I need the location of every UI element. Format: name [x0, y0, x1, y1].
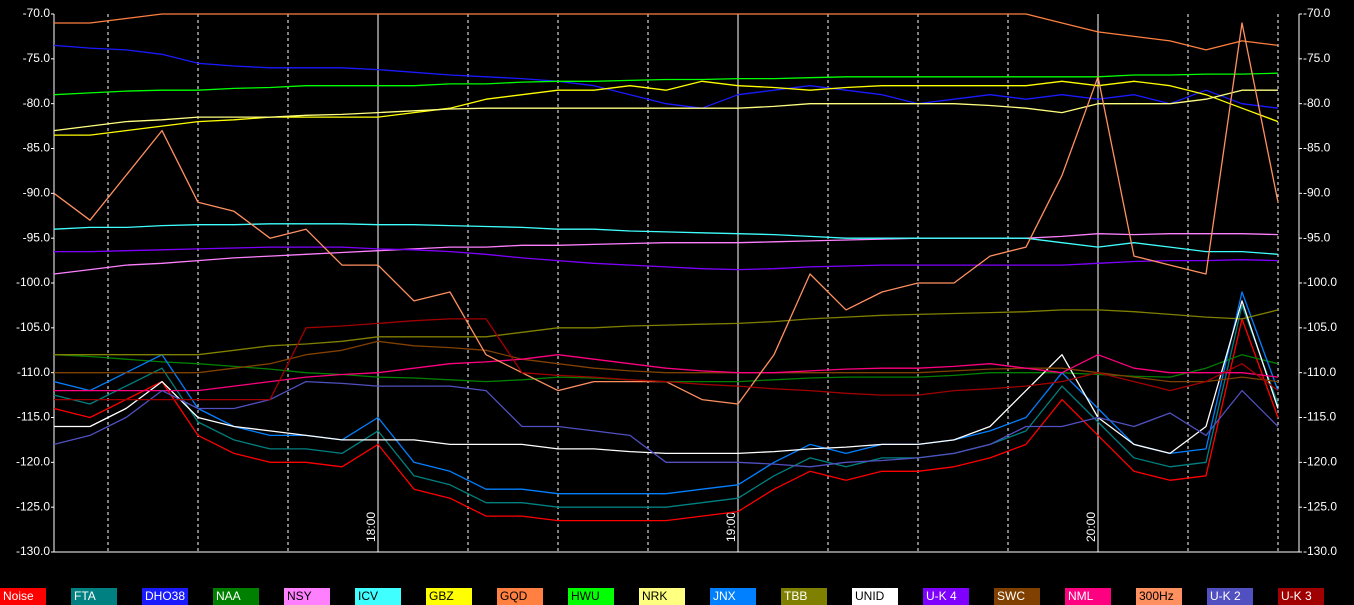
legend-label: 300Hz — [1139, 589, 1174, 603]
x-tick-label: 18:00 — [364, 512, 378, 542]
y-tick-label: -70.0 — [23, 6, 51, 20]
y-tick-label: -125.0 — [1303, 499, 1337, 513]
y-tick-label: -85.0 — [23, 141, 51, 155]
y-tick-label: -80.0 — [1303, 96, 1331, 110]
legend-label: UNID — [855, 589, 885, 603]
series-line — [54, 246, 1279, 271]
y-tick-label: -90.0 — [23, 186, 51, 200]
series-line — [53, 233, 1279, 275]
legend-swatch — [781, 588, 827, 605]
legend-label: NAA — [216, 589, 241, 603]
legend-swatch — [426, 588, 472, 605]
legend-label: NSY — [287, 589, 312, 603]
series-line — [53, 44, 1279, 109]
legend-label: JNX — [713, 589, 736, 603]
legend-label: FTA — [74, 589, 96, 603]
legend-label: NML — [1068, 589, 1094, 603]
y-tick-label: -120.0 — [1303, 455, 1337, 469]
legend-swatch — [994, 588, 1040, 605]
series-line — [54, 13, 1279, 51]
legend-swatch — [923, 588, 969, 605]
x-tick-label: 19:00 — [724, 512, 738, 542]
y-tick-label: -85.0 — [1303, 141, 1331, 155]
legend-swatch — [284, 588, 330, 605]
legend-label: U-K 4 — [926, 589, 957, 603]
series-line — [54, 300, 1279, 455]
legend-swatch — [710, 588, 756, 605]
y-tick-label: -90.0 — [1303, 186, 1331, 200]
y-tick-label: -80.0 — [23, 96, 51, 110]
legend-swatch — [1136, 588, 1182, 605]
legend-label: ICV — [358, 589, 378, 603]
legend-swatch — [355, 588, 401, 605]
y-tick-label: -130.0 — [1303, 544, 1337, 558]
y-tick-label: -120.0 — [16, 455, 50, 469]
y-tick-label: -75.0 — [23, 51, 51, 65]
series-line — [54, 318, 1279, 401]
y-tick-label: -75.0 — [1303, 51, 1331, 65]
y-tick-label: -115.0 — [17, 410, 50, 424]
y-tick-label: -100.0 — [1303, 275, 1337, 289]
series-line — [53, 304, 1279, 508]
legend-label: U-K 2 — [1210, 589, 1241, 603]
series-line — [54, 80, 1279, 136]
y-tick-label: -110.0 — [17, 365, 50, 379]
legend-swatch — [1278, 588, 1324, 605]
legend-label: HWU — [571, 589, 600, 603]
y-tick-label: -70.0 — [1303, 6, 1331, 20]
series-line — [53, 223, 1279, 255]
legend-label: GBZ — [429, 589, 454, 603]
y-tick-label: -125.0 — [16, 499, 50, 513]
y-tick-label: -115.0 — [1303, 410, 1336, 424]
legend-swatch — [142, 588, 188, 605]
legend-label: NRK — [642, 589, 667, 603]
y-tick-label: -110.0 — [1303, 365, 1336, 379]
legend-swatch — [213, 588, 259, 605]
y-tick-label: -95.0 — [23, 230, 51, 244]
y-tick-label: -130.0 — [16, 544, 50, 558]
legend-label: TBB — [784, 589, 807, 603]
series-line — [54, 309, 1279, 356]
legend-swatch — [497, 588, 543, 605]
legend-label: GQD — [500, 589, 528, 603]
y-tick-label: -105.0 — [1303, 320, 1337, 334]
legend-swatch — [568, 588, 614, 605]
legend-label: DHO38 — [145, 589, 185, 603]
y-tick-label: -100.0 — [16, 275, 50, 289]
x-tick-label: 20:00 — [1084, 512, 1098, 542]
series-line — [53, 318, 1279, 522]
legend-label: Noise — [3, 589, 34, 603]
legend-swatch — [852, 588, 898, 605]
y-tick-label: -95.0 — [1303, 230, 1331, 244]
legend-swatch — [1065, 588, 1111, 605]
series-line — [53, 380, 1279, 468]
legend-swatch — [71, 588, 117, 605]
y-tick-label: -105.0 — [16, 320, 50, 334]
legend-label: SWC — [997, 589, 1025, 603]
series-line — [53, 291, 1279, 495]
series-line — [53, 72, 1279, 96]
legend-swatch — [0, 588, 46, 605]
series-line — [54, 340, 1279, 383]
legend-label: U-K 3 — [1281, 589, 1312, 603]
series-line — [53, 89, 1278, 132]
legend-swatch — [639, 588, 685, 605]
legend-swatch — [1207, 588, 1253, 605]
series-line — [54, 354, 1279, 392]
